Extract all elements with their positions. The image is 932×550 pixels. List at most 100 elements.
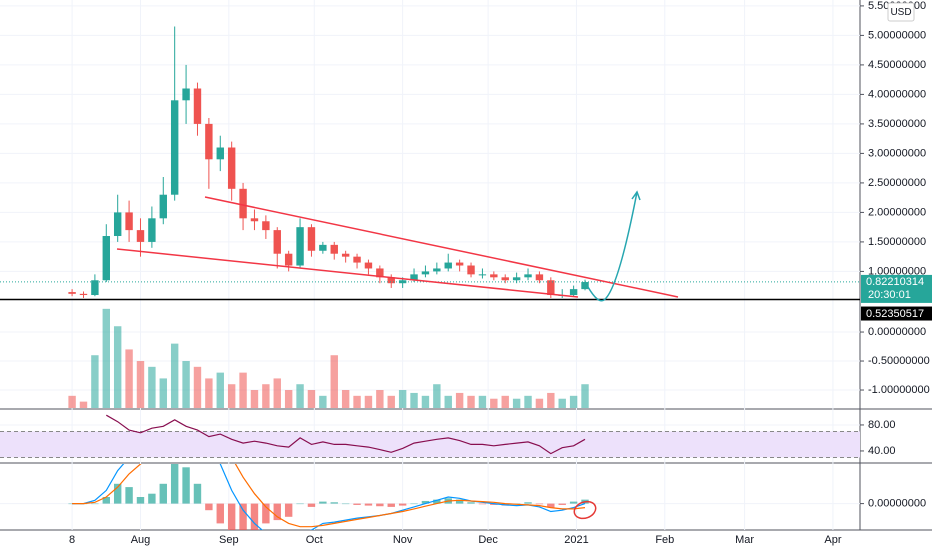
macd-histogram-bar — [341, 503, 350, 505]
macd-histogram-bar — [376, 503, 384, 507]
y-tick-label: 0.00000000 — [868, 498, 926, 510]
candle-body — [444, 262, 452, 269]
level-label: 0.52350517 — [866, 308, 924, 320]
macd-histogram-bar — [159, 483, 167, 504]
candle-body — [490, 274, 498, 278]
volume-bar — [433, 384, 441, 408]
volume-bar — [284, 390, 293, 408]
macd-histogram-bar — [433, 499, 441, 504]
volume-bar — [262, 384, 270, 408]
volume-bar — [136, 361, 145, 408]
volume-bar — [444, 395, 452, 408]
macd-histogram-bar — [113, 483, 122, 504]
macd-histogram-bar — [478, 503, 487, 505]
candle-body — [262, 221, 270, 231]
candle-body — [547, 280, 555, 296]
volume-bar — [569, 395, 578, 408]
currency-badge — [887, 2, 915, 22]
y-tick-label: 0.00000000 — [868, 326, 926, 338]
candle-body — [330, 244, 338, 254]
x-tick-label: Apr — [824, 534, 841, 546]
volume-bar — [410, 392, 418, 408]
y-tick-label: 4.00000000 — [868, 88, 926, 100]
candle-body — [148, 218, 156, 242]
level-label-bg — [861, 306, 932, 321]
volume-bar — [125, 349, 133, 408]
volume-bar — [364, 395, 373, 408]
x-tick-label: Dec — [478, 534, 498, 546]
volume-bar — [490, 398, 498, 408]
volume-bar — [216, 372, 224, 408]
volume-bar — [558, 398, 566, 408]
candle-body — [455, 262, 464, 266]
macd-histogram-bar — [250, 503, 259, 530]
candle-body — [524, 274, 532, 278]
y-tick-label: 2.50000000 — [868, 177, 926, 189]
macd-histogram-bar — [319, 501, 327, 504]
volume-bar — [170, 343, 179, 408]
macd-histogram-bar — [569, 501, 578, 504]
candle-body — [512, 277, 521, 281]
macd-histogram-bar — [148, 493, 156, 504]
x-tick-label: Sep — [219, 534, 239, 546]
candle-body — [250, 218, 259, 222]
macd-histogram-bar — [136, 497, 145, 504]
y-tick-label: 2.00000000 — [868, 206, 926, 218]
macd-histogram-bar — [467, 502, 475, 504]
macd-histogram-bar — [490, 503, 498, 505]
volume-bar — [581, 384, 589, 408]
x-tick-label: Feb — [655, 534, 674, 546]
candle-body — [387, 277, 395, 284]
volume-bar — [341, 390, 350, 408]
volume-bar — [91, 355, 99, 408]
candle-body — [376, 268, 384, 278]
last-price-label: 0.82210314 — [866, 276, 924, 288]
candle-body — [501, 277, 509, 281]
volume-bar — [227, 384, 236, 408]
candle-body — [319, 244, 327, 251]
macd-histogram-bar — [227, 503, 236, 530]
macd-histogram-bar — [410, 503, 418, 505]
volume-bar — [387, 395, 395, 408]
candle-body — [353, 256, 361, 263]
volume-bar — [330, 355, 338, 408]
x-tick-label: Mar — [735, 534, 754, 546]
volume-bar — [524, 395, 532, 408]
candle-body — [307, 227, 316, 251]
volume-bar — [296, 384, 304, 408]
macd-histogram-bar — [387, 503, 395, 507]
x-tick-label: Nov — [393, 534, 413, 546]
macd-histogram-bar — [273, 503, 281, 521]
candle-body — [159, 194, 167, 219]
macd-histogram-bar — [193, 483, 202, 504]
countdown-label: 20:30:01 — [868, 289, 911, 301]
candle-body — [227, 147, 236, 189]
y-tick-label: 80.00 — [868, 419, 896, 431]
y-tick-label: 5.00000000 — [868, 29, 926, 41]
volume-bar — [113, 326, 122, 408]
trendline-lower — [116, 248, 579, 298]
macd-histogram-bar — [547, 503, 555, 508]
candle-body — [113, 212, 122, 237]
macd-histogram-bar — [524, 502, 532, 504]
volume-bar — [376, 390, 384, 408]
macd-histogram-bar — [455, 499, 464, 504]
candle-body — [68, 292, 76, 294]
rsi-line — [106, 414, 586, 455]
highlight-circle — [573, 500, 597, 520]
macd-histogram-bar — [330, 502, 338, 504]
candle-body — [296, 227, 304, 266]
volume-bar — [512, 398, 521, 408]
macd-histogram-bar — [262, 503, 270, 524]
volume-bar — [102, 308, 110, 408]
volume-bar — [193, 366, 202, 408]
macd-line — [72, 464, 586, 530]
x-tick-label: 8 — [69, 534, 75, 546]
y-tick-label: 1.50000000 — [868, 236, 926, 248]
macd-histogram-bar — [296, 503, 304, 505]
candle-body — [535, 274, 544, 281]
macd-histogram-bar — [307, 503, 316, 507]
currency: USD — [890, 7, 911, 18]
last-price-bg — [861, 274, 932, 303]
